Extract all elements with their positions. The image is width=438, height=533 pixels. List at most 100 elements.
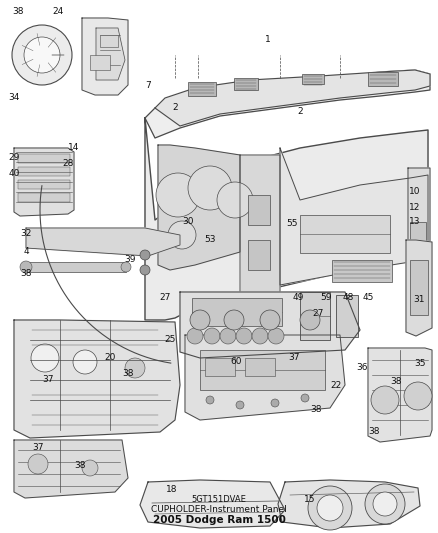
Polygon shape [180,292,360,358]
Text: 7: 7 [145,80,151,90]
Polygon shape [408,168,430,310]
Circle shape [140,250,150,260]
Text: 28: 28 [62,159,74,168]
Bar [26,262,126,272]
Text: 1: 1 [265,36,271,44]
Polygon shape [406,240,432,336]
Circle shape [308,486,352,530]
Text: 36: 36 [356,364,368,373]
Text: 13: 13 [409,217,421,227]
Text: 12: 12 [410,204,420,213]
Text: 37: 37 [288,353,300,362]
Bar [300,215,390,253]
Bar [300,292,330,340]
Polygon shape [145,70,430,138]
Text: 35: 35 [414,359,426,368]
Circle shape [20,261,32,273]
Text: 38: 38 [12,7,24,17]
Circle shape [373,492,397,516]
Circle shape [28,454,48,474]
Circle shape [220,328,236,344]
Text: 20: 20 [104,353,116,362]
Circle shape [24,37,60,73]
Circle shape [260,310,280,330]
Circle shape [371,386,399,414]
Text: 27: 27 [312,310,324,319]
Circle shape [188,166,232,210]
Circle shape [300,310,320,330]
Text: 38: 38 [74,462,86,471]
Polygon shape [140,480,285,528]
Polygon shape [14,320,180,438]
Polygon shape [26,228,180,256]
Bar [192,298,282,326]
Polygon shape [96,28,125,80]
Bar [302,74,324,84]
Circle shape [224,310,244,330]
Text: 5GT151DVAE: 5GT151DVAE [191,495,247,504]
Text: 31: 31 [413,295,425,304]
Circle shape [317,495,343,521]
Text: 37: 37 [42,376,54,384]
Text: 37: 37 [32,443,44,453]
Circle shape [301,394,309,402]
Circle shape [236,401,244,409]
Bar [410,222,426,277]
Circle shape [156,173,200,217]
Circle shape [125,358,145,378]
Text: 60: 60 [230,358,242,367]
Text: 59: 59 [320,294,332,303]
Text: 15: 15 [304,496,316,505]
Circle shape [73,350,97,374]
Circle shape [121,262,131,272]
Polygon shape [158,145,240,270]
Text: 18: 18 [166,486,178,495]
Bar [188,82,216,96]
Text: 27: 27 [159,294,171,303]
Polygon shape [240,155,280,298]
Text: 25: 25 [164,335,176,344]
Text: 45: 45 [362,294,374,303]
Text: 53: 53 [204,236,216,245]
Polygon shape [185,335,345,420]
Bar [200,350,325,390]
Text: 39: 39 [124,255,136,264]
Circle shape [204,328,220,344]
Bar [18,167,70,176]
Bar [205,358,235,376]
Circle shape [404,382,432,410]
Polygon shape [368,348,432,442]
Bar [248,195,270,225]
Bar [410,260,428,315]
Text: 32: 32 [20,230,32,238]
Text: 40: 40 [8,169,20,179]
Circle shape [217,182,253,218]
Circle shape [268,328,284,344]
Text: 24: 24 [53,7,64,17]
Circle shape [252,328,268,344]
Text: 49: 49 [292,294,304,303]
Text: 38: 38 [390,377,402,386]
Circle shape [31,344,59,372]
Text: 38: 38 [20,270,32,279]
Polygon shape [145,118,428,320]
Circle shape [365,484,405,524]
Bar [90,55,110,70]
Bar [18,180,70,189]
Text: 30: 30 [182,217,194,227]
Circle shape [168,221,196,249]
Polygon shape [14,440,128,498]
Bar [368,72,398,86]
Circle shape [82,460,98,476]
Text: 48: 48 [343,294,354,303]
Text: 2: 2 [172,103,178,112]
Text: 4: 4 [23,247,29,256]
Polygon shape [155,70,430,126]
Text: 2: 2 [297,108,303,117]
Bar [248,240,270,270]
Text: 55: 55 [286,220,298,229]
Text: 10: 10 [409,188,421,197]
Bar [18,154,70,163]
Polygon shape [280,148,428,285]
Circle shape [271,399,279,407]
